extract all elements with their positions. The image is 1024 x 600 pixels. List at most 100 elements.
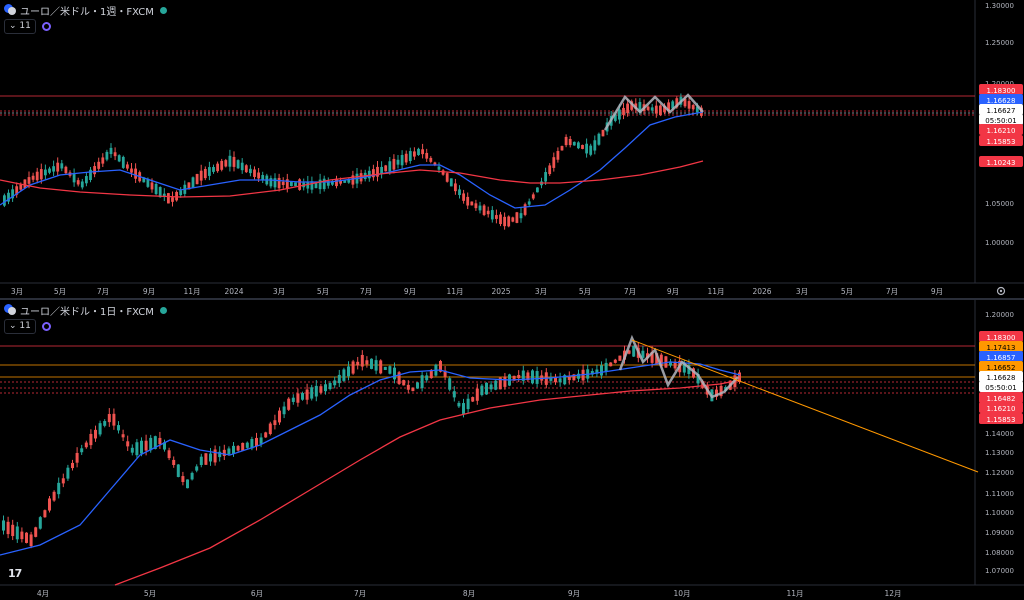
tradingview-logo[interactable]: 17 (8, 567, 22, 580)
candle-body (627, 350, 631, 354)
indicator-icon[interactable] (41, 322, 51, 331)
settings-icon[interactable] (996, 286, 1006, 296)
candle-body (521, 370, 525, 381)
candle-body (475, 388, 479, 401)
candle-body (158, 437, 162, 445)
candle-body (167, 450, 171, 459)
candle-body (244, 165, 248, 173)
candle-body (411, 387, 415, 392)
time-axis-tick: 7月 (886, 287, 898, 296)
price-axis-tick: 1.13000 (985, 449, 1014, 457)
candle-body (339, 180, 342, 184)
chart-pattern-drawing[interactable] (603, 93, 704, 131)
candle-body (60, 163, 64, 169)
candle-body (44, 169, 47, 176)
time-axis-tick: 3月 (273, 287, 285, 296)
price-label (979, 156, 1023, 167)
candle-body (57, 482, 61, 495)
time-axis-tick: 9月 (404, 287, 416, 296)
candle-body (273, 420, 277, 426)
candle-body (179, 190, 183, 196)
daily-chart-pane[interactable]: 1.20000 1.14000 1.13000 1.12000 1.11000 1.100… (0, 300, 1024, 600)
candle-body (498, 377, 502, 390)
daily-symbol-title[interactable]: ユーロ／米ドル・1日・FXCM (20, 306, 154, 318)
candle-body (11, 524, 15, 537)
time-axis-tick: 11月 (707, 287, 724, 296)
candle-body (322, 178, 326, 190)
candle-body (150, 182, 154, 190)
indicator-count-toggle[interactable]: ⌄ 11 (4, 19, 36, 34)
time-axis-tick: 7月 (360, 287, 372, 296)
candle-body (466, 196, 470, 206)
candle-body (554, 377, 557, 383)
candle-body (490, 210, 494, 220)
time-axis-tick: 12月 (884, 589, 901, 598)
settings-icon-ring[interactable] (996, 286, 1006, 296)
candle-body (301, 393, 304, 400)
chart-pattern-drawing[interactable] (618, 334, 739, 399)
trend-line-drawing[interactable] (631, 339, 979, 473)
candle-body (462, 193, 465, 201)
candle-body (245, 442, 249, 448)
settings-icon-core[interactable] (999, 289, 1003, 293)
candle-body (163, 442, 166, 450)
candle-body (437, 166, 441, 170)
candle-body (130, 447, 134, 453)
symbol-icon (4, 4, 16, 16)
pane-separator[interactable] (0, 298, 1024, 300)
candle-body (27, 177, 31, 184)
candle-body (638, 102, 642, 112)
candle-body (335, 178, 338, 187)
weekly-chart-canvas[interactable]: 1.300001.250001.200001.050001.000003月5月7… (0, 0, 1024, 298)
candle-body (20, 531, 24, 540)
candle-body (630, 101, 634, 110)
candle-body (511, 217, 515, 222)
candle-body (439, 360, 442, 372)
candle-body (454, 183, 457, 192)
candle-body (494, 380, 498, 390)
candle-body (622, 107, 625, 115)
candle-body (209, 453, 212, 462)
candle-body (526, 372, 530, 381)
price-axis-tick: 1.14000 (985, 430, 1014, 438)
candle-body (318, 179, 322, 190)
candle-body (517, 374, 521, 379)
price-label-text: 1.18300 (987, 87, 1016, 95)
candle-body (241, 442, 245, 451)
daily-chart-canvas[interactable]: 1.20000 1.14000 1.13000 1.12000 1.11000 1.100… (0, 300, 1024, 600)
candle-body (462, 403, 465, 414)
candle-body (429, 369, 433, 379)
candle-body (613, 359, 617, 363)
candle-body (268, 423, 272, 435)
price-label (979, 104, 1023, 115)
time-axis-tick: 10月 (673, 589, 690, 598)
candle-body (333, 380, 337, 386)
time-axis-tick: 5月 (579, 287, 591, 296)
candle-body (134, 168, 137, 179)
candle-body (650, 351, 654, 363)
candle-body (310, 181, 314, 190)
candle-body (392, 158, 396, 170)
candle-body (370, 358, 373, 369)
candle-body (278, 410, 281, 423)
candle-body (140, 440, 143, 454)
candle-body (489, 384, 493, 390)
candle-body (66, 467, 70, 479)
indicator-icon[interactable] (41, 22, 51, 31)
price-label (979, 114, 1023, 125)
candle-body (379, 360, 383, 374)
indicator-count-toggle[interactable]: ⌄ 11 (4, 319, 36, 334)
candle-body (2, 520, 5, 531)
price-label-text: 1.16482 (987, 395, 1016, 403)
weekly-chart-pane[interactable]: 1.300001.250001.200001.050001.000003月5月7… (0, 0, 1024, 298)
candle-body (650, 107, 654, 111)
candle-body (19, 184, 23, 190)
candle-body (597, 133, 601, 145)
candle-body (249, 168, 252, 174)
moving-average-short-line (0, 361, 741, 556)
candle-body (112, 413, 116, 426)
candle-body (281, 181, 285, 185)
candle-body (512, 375, 516, 381)
weekly-symbol-title[interactable]: ユーロ／米ドル・1週・FXCM (20, 6, 154, 18)
price-axis-tick: 1.05000 (985, 200, 1014, 208)
